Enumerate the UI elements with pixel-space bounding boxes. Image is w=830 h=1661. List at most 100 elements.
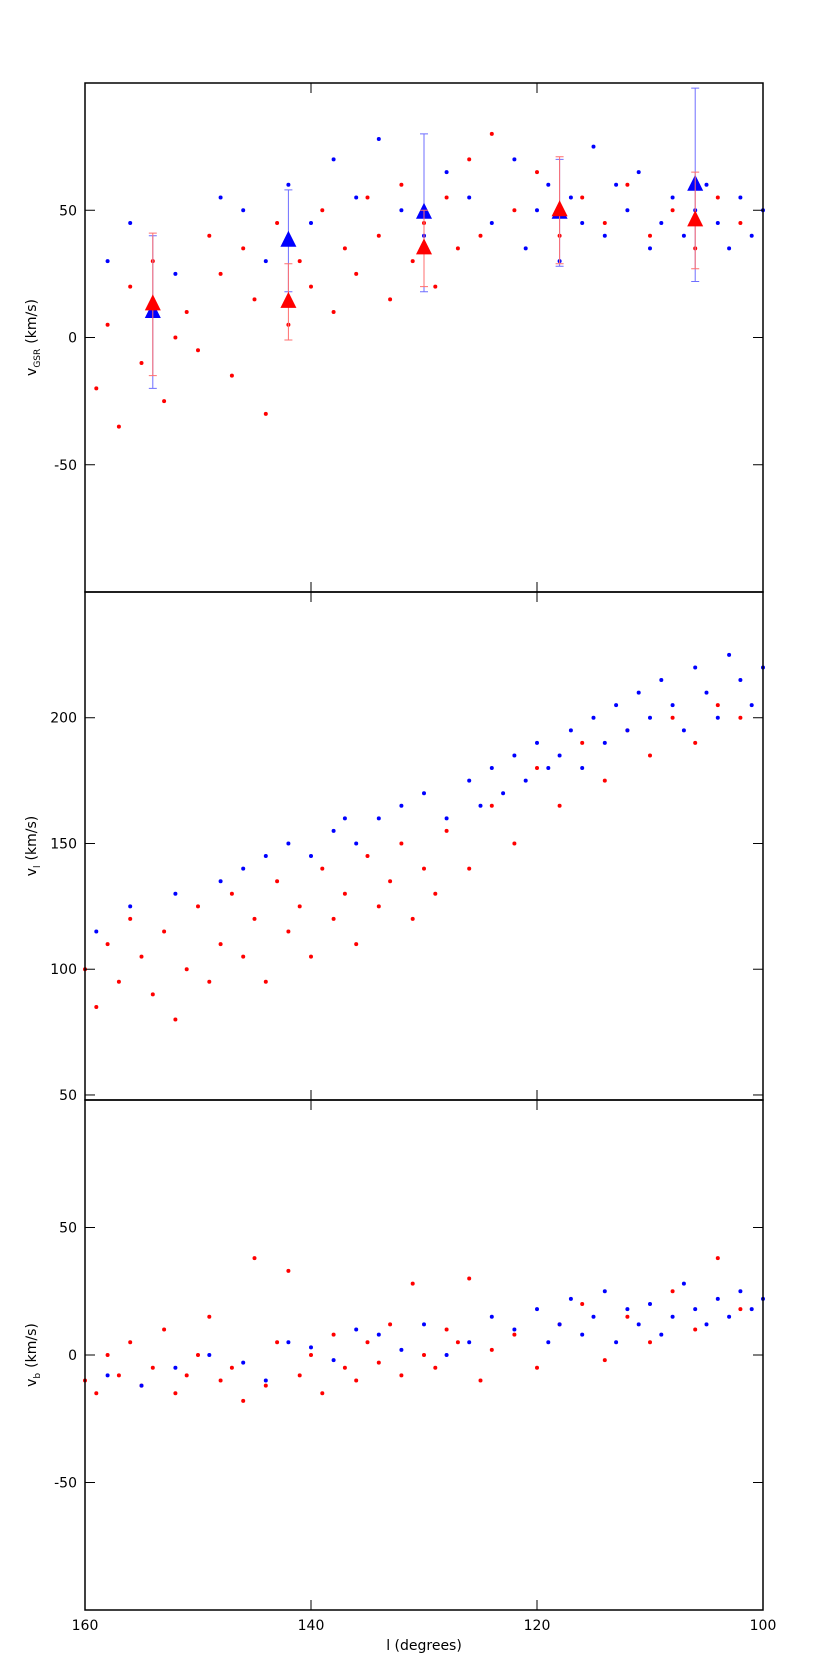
data-point [218, 879, 223, 884]
y-tick-label: -50 [54, 458, 77, 474]
data-point [309, 284, 313, 289]
data-point [218, 271, 223, 276]
data-point [162, 1327, 167, 1332]
data-point [693, 740, 698, 745]
data-point [568, 195, 573, 200]
data-point [105, 259, 110, 264]
data-point [738, 678, 743, 683]
data-point [478, 803, 483, 808]
data-point [512, 841, 517, 846]
data-point [580, 220, 585, 225]
data-point [693, 1307, 698, 1312]
data-point [535, 208, 539, 213]
y-label-symbol: v [24, 368, 40, 376]
data-point [173, 335, 178, 340]
data-point [648, 715, 652, 720]
data-point [489, 131, 494, 136]
data-point [478, 233, 483, 238]
data-point [681, 233, 686, 238]
data-point [229, 1365, 234, 1370]
data-point [455, 1340, 460, 1345]
data-point [467, 157, 472, 162]
data-point [354, 271, 359, 276]
data-point [727, 246, 732, 251]
data-point [602, 740, 607, 745]
data-point [263, 1378, 268, 1383]
data-point [489, 1314, 494, 1319]
data-point [670, 1289, 675, 1294]
data-point [478, 1378, 483, 1383]
data-point [670, 195, 675, 200]
data-point [546, 182, 551, 187]
data-point [625, 1307, 630, 1312]
y-label-unit: (km/s) [24, 816, 40, 861]
data-point [376, 1360, 381, 1365]
data-point [614, 703, 619, 708]
data-point [648, 1340, 652, 1345]
y-tick-label: 0 [68, 1348, 77, 1364]
data-point [602, 778, 607, 783]
data-point [557, 753, 562, 758]
data-point [535, 740, 539, 745]
data-point [218, 942, 223, 947]
data-point [229, 373, 234, 378]
data-point [354, 841, 359, 846]
data-point [241, 1398, 246, 1403]
data-point [173, 891, 178, 896]
data-point [535, 170, 539, 175]
data-point [128, 220, 133, 225]
data-point [342, 246, 347, 251]
data-point [196, 1353, 200, 1357]
data-point [512, 157, 517, 162]
data-point [376, 136, 381, 141]
data-point [659, 220, 664, 225]
data-point [354, 195, 359, 200]
data-point [693, 665, 698, 670]
data-point [704, 182, 709, 187]
data-point [365, 854, 370, 859]
data-point [602, 233, 607, 238]
data-point [320, 208, 325, 213]
data-point [399, 803, 404, 808]
data-point [94, 1004, 99, 1009]
data-point [286, 1340, 291, 1345]
data-point [116, 424, 121, 429]
x-tick-label: 120 [524, 1618, 551, 1634]
y-tick-label: 50 [59, 1221, 77, 1237]
data-point [444, 170, 449, 175]
data-point [455, 246, 460, 251]
data-point [263, 411, 268, 416]
data-point [625, 182, 630, 187]
data-point [410, 916, 415, 921]
data-point [467, 195, 472, 200]
data-point [376, 233, 381, 238]
data-point [738, 195, 743, 200]
data-point [184, 1373, 189, 1378]
data-point [252, 1256, 257, 1261]
data-point [399, 1347, 404, 1352]
data-point [467, 1276, 472, 1281]
data-point [263, 979, 268, 984]
y-label-subscript: GSR [33, 349, 43, 368]
data-point [94, 386, 99, 391]
data-point [422, 1322, 426, 1327]
data-point [388, 1322, 393, 1327]
data-point [342, 1365, 347, 1370]
data-point [523, 778, 528, 783]
data-point [309, 854, 313, 859]
data-point [715, 220, 720, 225]
data-point [568, 1296, 573, 1301]
data-point [365, 1340, 370, 1345]
data-point [512, 208, 517, 213]
y-tick-label: -50 [54, 1476, 77, 1492]
y-label-symbol: v [24, 1379, 40, 1387]
data-point [241, 866, 246, 871]
data-point [580, 740, 585, 745]
data-point [410, 1281, 415, 1286]
data-point [749, 703, 754, 708]
data-point [602, 1358, 607, 1363]
data-point [704, 690, 709, 695]
data-point [116, 1373, 121, 1378]
y-label-subscript: b [33, 1373, 43, 1379]
